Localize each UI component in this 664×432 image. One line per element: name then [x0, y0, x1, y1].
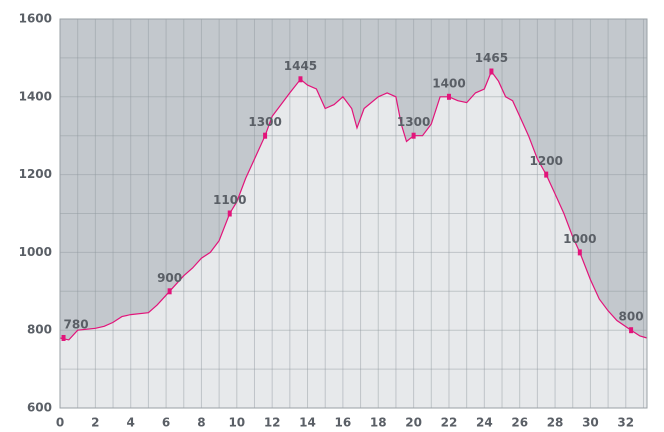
- annotation-label: 1400: [432, 76, 465, 90]
- area-fill: [60, 71, 647, 408]
- annotation-label: 1445: [284, 59, 317, 73]
- annotation-label: 1100: [213, 193, 246, 207]
- y-tick-label: 1200: [19, 167, 52, 181]
- x-tick-label: 4: [127, 416, 135, 430]
- annotation-marker: [411, 132, 416, 139]
- annotation-marker: [629, 327, 634, 334]
- x-tick-label: 28: [547, 416, 564, 430]
- x-tick-label: 26: [511, 416, 528, 430]
- annotation-marker: [263, 132, 268, 139]
- x-tick-label: 32: [617, 416, 634, 430]
- annotation-label: 1300: [397, 115, 430, 129]
- x-tick-label: 0: [56, 416, 64, 430]
- annotation-marker: [577, 249, 582, 256]
- x-tick-label: 12: [264, 416, 281, 430]
- plot-frame: [59, 18, 648, 409]
- x-tick-label: 16: [335, 416, 352, 430]
- y-tick-label: 1600: [19, 12, 52, 26]
- annotation-label: 1200: [530, 154, 563, 168]
- x-tick-label: 8: [197, 416, 205, 430]
- y-tick-label: 800: [27, 323, 52, 337]
- y-tick-label: 1000: [19, 245, 52, 259]
- x-tick-label: 2: [91, 416, 99, 430]
- annotation-marker: [227, 210, 232, 217]
- x-tick-label: 10: [228, 416, 245, 430]
- x-tick-label: 30: [582, 416, 599, 430]
- x-tick-label: 6: [162, 416, 170, 430]
- annotation-marker: [298, 76, 303, 83]
- x-tick-label: 22: [441, 416, 458, 430]
- annotation-marker: [489, 68, 494, 75]
- annotation-label: 1000: [563, 232, 596, 246]
- annotation-label: 1465: [475, 51, 508, 65]
- x-tick-label: 20: [405, 416, 422, 430]
- annotation-label: 800: [619, 310, 644, 324]
- annotation-label: 900: [157, 271, 182, 285]
- annotation-marker: [61, 334, 66, 341]
- annotation-label: 1300: [248, 115, 281, 129]
- annotation-label: 780: [64, 317, 89, 331]
- y-tick-label: 1400: [19, 89, 52, 103]
- annotation-marker: [167, 288, 172, 295]
- x-tick-label: 18: [370, 416, 387, 430]
- annotation-marker: [446, 93, 451, 100]
- annotation-marker: [544, 171, 549, 178]
- y-tick-label: 600: [27, 401, 52, 415]
- x-tick-label: 14: [299, 416, 316, 430]
- x-tick-label: 24: [476, 416, 493, 430]
